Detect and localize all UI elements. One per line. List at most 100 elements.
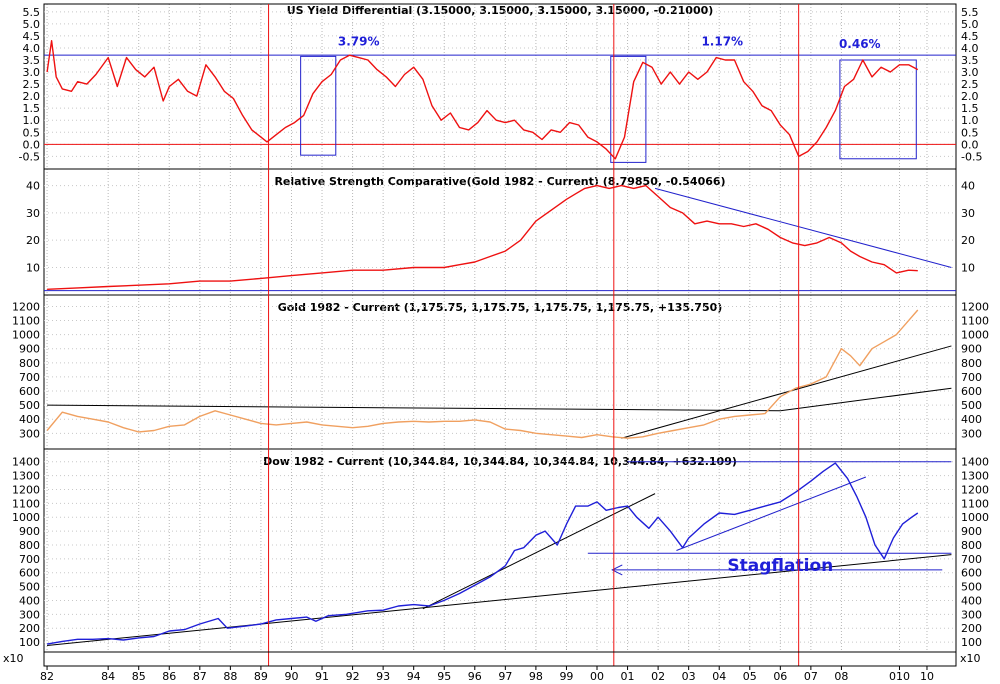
yield-y-tick-right: 1.5 bbox=[961, 102, 979, 115]
x-tick-label: 88 bbox=[223, 670, 237, 683]
dow-y-tick-left: 500 bbox=[19, 581, 40, 594]
x-tick-label: 01 bbox=[621, 670, 635, 683]
dow-y-tick-right: 600 bbox=[961, 567, 982, 580]
x-tick-label: 99 bbox=[559, 670, 573, 683]
rsc-y-tick-left: 10 bbox=[26, 261, 40, 274]
dow-y-tick-left: 300 bbox=[19, 608, 40, 621]
dow-y-tick-left: 1400 bbox=[12, 456, 40, 469]
yield-y-tick-left: 4.0 bbox=[23, 42, 41, 55]
x-tick-label: 93 bbox=[376, 670, 390, 683]
gold-y-tick-left: 1000 bbox=[12, 329, 40, 342]
dow-y-tick-left: 400 bbox=[19, 594, 40, 607]
dow-axis-multiplier-right: x10 bbox=[960, 652, 981, 665]
dow-y-tick-left: 1000 bbox=[12, 511, 40, 524]
dow-y-tick-right: 100 bbox=[961, 636, 982, 649]
gold-y-tick-right: 400 bbox=[961, 413, 982, 426]
gold-y-tick-right: 500 bbox=[961, 399, 982, 412]
rsc-y-tick-left: 30 bbox=[26, 207, 40, 220]
yield-y-tick-right: 0.0 bbox=[961, 138, 979, 151]
dow-arrow-head bbox=[611, 564, 623, 576]
x-tick-label: 97 bbox=[498, 670, 512, 683]
dow-y-tick-left: 200 bbox=[19, 622, 40, 635]
x-tick-label: 92 bbox=[346, 670, 360, 683]
x-tick-label: 86 bbox=[162, 670, 176, 683]
yield-y-tick-right: 1.0 bbox=[961, 114, 979, 127]
yield-y-tick-left: 5.0 bbox=[23, 18, 41, 31]
yield-y-tick-right: 4.5 bbox=[961, 30, 979, 43]
x-axis-band bbox=[43, 651, 957, 667]
dow-y-tick-right: 1000 bbox=[961, 511, 989, 524]
dow-y-tick-right: 1100 bbox=[961, 497, 989, 510]
x-tick-label: 95 bbox=[437, 670, 451, 683]
x-tick-label: 84 bbox=[101, 670, 115, 683]
yield-annotation: 3.79% bbox=[338, 35, 380, 49]
yield-y-tick-left: 0.5 bbox=[23, 126, 41, 139]
yield-y-tick-left: 1.0 bbox=[23, 114, 41, 127]
yield-y-tick-right: 4.0 bbox=[961, 42, 979, 55]
yield-y-tick-right: 3.0 bbox=[961, 66, 979, 79]
dow-y-tick-right: 200 bbox=[961, 622, 982, 635]
yield-y-tick-right: 2.0 bbox=[961, 90, 979, 103]
rsc-y-tick-right: 20 bbox=[961, 234, 975, 247]
dow-y-tick-right: 900 bbox=[961, 525, 982, 538]
gold-y-tick-right: 900 bbox=[961, 343, 982, 356]
dow-y-tick-right: 800 bbox=[961, 539, 982, 552]
yield-highlight-box bbox=[839, 59, 917, 160]
x-tick-label: 94 bbox=[407, 670, 421, 683]
dow-series-line bbox=[46, 462, 919, 645]
x-tick-label: 06 bbox=[773, 670, 787, 683]
yield-y-tick-right: 5.0 bbox=[961, 18, 979, 31]
yield-y-tick-right: 0.5 bbox=[961, 126, 979, 139]
dow-axis-multiplier-left: x10 bbox=[3, 652, 24, 665]
yield-y-tick-left: -0.5 bbox=[19, 150, 40, 163]
rsc-y-tick-right: 40 bbox=[961, 180, 975, 193]
yield-annotation: 1.17% bbox=[701, 35, 743, 49]
rsc-y-tick-right: 30 bbox=[961, 207, 975, 220]
gold-y-tick-left: 800 bbox=[19, 357, 40, 370]
gold-y-tick-right: 600 bbox=[961, 385, 982, 398]
gold-y-tick-left: 400 bbox=[19, 413, 40, 426]
dow-y-tick-right: 300 bbox=[961, 608, 982, 621]
gold-y-tick-right: 700 bbox=[961, 371, 982, 384]
x-tick-label: 03 bbox=[682, 670, 696, 683]
dow-y-tick-right: 500 bbox=[961, 581, 982, 594]
x-tick-label: 89 bbox=[254, 670, 268, 683]
yield-highlight-box bbox=[300, 55, 337, 156]
gold-y-tick-left: 1100 bbox=[12, 315, 40, 328]
yield-highlight-box bbox=[610, 55, 647, 163]
dow-trendline bbox=[422, 493, 656, 610]
x-tick-label: 08 bbox=[834, 670, 848, 683]
rsc-y-tick-left: 40 bbox=[26, 180, 40, 193]
rsc-y-tick-right: 10 bbox=[961, 261, 975, 274]
yield-y-tick-left: 3.5 bbox=[23, 54, 41, 67]
dow-y-tick-left: 700 bbox=[19, 553, 40, 566]
gold-trendline bbox=[47, 404, 781, 412]
dow-trendline bbox=[676, 476, 867, 551]
yield-y-tick-left: 3.0 bbox=[23, 66, 41, 79]
dow-y-tick-right: 1400 bbox=[961, 456, 989, 469]
gold-y-tick-right: 1000 bbox=[961, 329, 989, 342]
rsc-panel-title: Relative Strength Comparative(Gold 1982 … bbox=[274, 175, 725, 188]
gold-y-tick-left: 600 bbox=[19, 385, 40, 398]
rsc-y-tick-left: 20 bbox=[26, 234, 40, 247]
dow-annotation: Stagflation bbox=[727, 556, 833, 576]
yield-y-tick-left: 2.0 bbox=[23, 90, 41, 103]
dow-y-tick-right: 1200 bbox=[961, 483, 989, 496]
dow-y-tick-left: 600 bbox=[19, 567, 40, 580]
x-tick-label: 87 bbox=[193, 670, 207, 683]
dow-y-tick-right: 700 bbox=[961, 553, 982, 566]
x-tick-label: 07 bbox=[804, 670, 818, 683]
yield-annotation: 0.46% bbox=[839, 37, 881, 51]
yield-y-tick-left: 1.5 bbox=[23, 102, 41, 115]
gold-y-tick-left: 700 bbox=[19, 371, 40, 384]
dow-y-tick-left: 1300 bbox=[12, 470, 40, 483]
yield-y-tick-left: 5.5 bbox=[23, 6, 41, 19]
gold-series-line bbox=[46, 309, 919, 439]
x-tick-label: 00 bbox=[590, 670, 604, 683]
rsc-trendline bbox=[654, 187, 952, 268]
yield-y-tick-right: 3.5 bbox=[961, 54, 979, 67]
yield-y-tick-right: 5.5 bbox=[961, 6, 979, 19]
